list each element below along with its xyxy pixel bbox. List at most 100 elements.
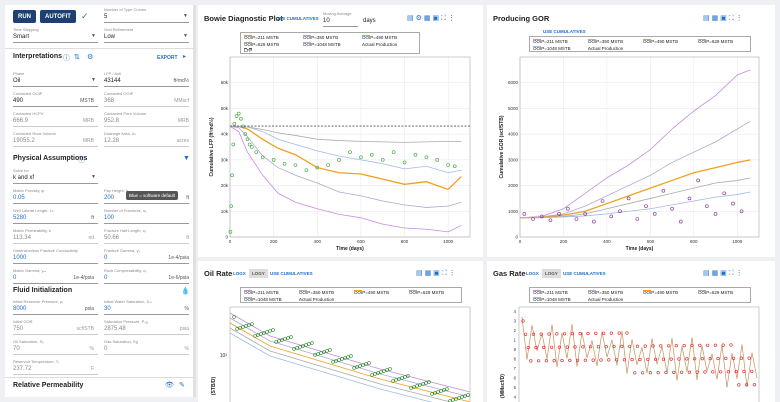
export-button[interactable]: EXPORT — [157, 55, 178, 61]
sort-icon[interactable]: ⇅ — [74, 54, 80, 61]
help-icon[interactable]: ⓘ — [63, 55, 70, 62]
oil-rate-panel: Oil Rate LOGX LOGY USE CUMULATIVES ▤ ▦ ▣… — [198, 261, 483, 402]
actual-point — [228, 230, 233, 234]
settings-icon[interactable]: ⚙ — [415, 15, 422, 22]
gas-sat-unit: % — [184, 346, 189, 352]
more-icon[interactable]: ⋮ — [735, 15, 743, 22]
run-button[interactable]: RUN — [13, 10, 36, 23]
table-icon[interactable]: ▦ — [424, 270, 432, 277]
x-tick-label: 1000 — [443, 239, 454, 244]
pressure-input[interactable]: 8000 — [13, 306, 27, 312]
actual-point — [241, 124, 245, 129]
pay-height-input[interactable]: 200 — [104, 195, 115, 201]
table-icon[interactable]: ▦ — [423, 15, 431, 22]
droplet-icon[interactable]: 💧 — [181, 288, 190, 295]
grid-icon[interactable]: ▣ — [720, 270, 727, 277]
conductivity-input[interactable]: 1000 — [13, 255, 27, 261]
table-icon[interactable]: ▦ — [711, 15, 719, 22]
chevron-down-icon: ▼ — [91, 77, 96, 83]
actual-point — [315, 165, 320, 170]
chart-type-icon[interactable]: ▤ — [703, 270, 710, 277]
actual-point — [607, 358, 611, 362]
fractures-input[interactable]: 100 — [104, 215, 115, 221]
actual-point — [726, 370, 730, 374]
more-icon[interactable]: ⋮ — [447, 15, 455, 22]
porosity-input[interactable]: 0.05 — [13, 195, 25, 201]
grid-icon[interactable]: ▣ — [720, 15, 727, 22]
conductivity-label: Dimensionless Fracture Conductivity — [13, 248, 78, 253]
gas-logy-toggle[interactable]: LOGY — [542, 269, 561, 278]
actual-point — [620, 344, 624, 348]
series-line — [521, 316, 758, 388]
actual-point — [739, 209, 744, 214]
actual-point — [552, 358, 556, 363]
time-stepping-select[interactable]: Smart — [13, 34, 30, 40]
bowie-panel: Bowie Diagnostic Plot USE CUMULATIVES Mo… — [198, 5, 483, 257]
half-length-unit: ft — [186, 235, 189, 241]
actual-point — [618, 209, 622, 214]
actual-point — [641, 371, 645, 375]
grid-refinement-label: Grid Refinement — [104, 27, 134, 32]
y-axis-label: (STB/D) — [211, 377, 217, 396]
more-icon[interactable]: ⋮ — [448, 270, 456, 277]
eye-icon[interactable]: 👁 — [165, 382, 174, 389]
actual-point — [612, 344, 616, 349]
grid-refinement-select[interactable]: Low — [104, 34, 116, 40]
pay-height-label: Pay Height, h — [104, 188, 129, 193]
series-line — [229, 317, 471, 398]
chart-type-icon[interactable]: ▤ — [703, 15, 710, 22]
rock-comp-input[interactable]: 0 — [104, 275, 108, 281]
grid-icon[interactable]: ▣ — [433, 270, 440, 277]
chart-type-icon[interactable]: ▤ — [407, 15, 414, 22]
lateral-input[interactable]: 5280 — [13, 215, 27, 221]
actual-point — [548, 218, 553, 223]
series-line — [229, 332, 433, 402]
autofit-button[interactable]: AUTOFIT — [40, 10, 76, 23]
fullscreen-icon[interactable]: ⛶ — [728, 15, 734, 22]
actual-point — [682, 343, 686, 348]
frac-gamma-input[interactable]: 0 — [104, 255, 108, 261]
oil-sat-label: Oil Saturation, Sₒ — [13, 339, 44, 344]
help-icon[interactable]: ⓘ — [78, 157, 85, 164]
water-sat-input[interactable]: 30 — [104, 306, 111, 312]
oil-use-cumulatives[interactable]: USE CUMULATIVES — [270, 271, 313, 276]
chart-type-icon[interactable]: ▤ — [416, 270, 423, 277]
bowie-use-cumulatives[interactable]: USE CUMULATIVES — [276, 16, 319, 21]
gas-logx-toggle[interactable]: LOGX — [526, 271, 539, 276]
actual-point — [454, 397, 458, 401]
solve-for-select[interactable]: k and xf — [13, 175, 35, 181]
oil-logx-toggle[interactable]: LOGX — [233, 271, 246, 276]
gas-legend: OOIP=211 MSTB OOIP=350 MSTB OOIP=490 MST… — [529, 287, 751, 303]
type-curves-select[interactable]: 5 — [104, 14, 108, 20]
sat-pressure-label: Saturation Pressure, Pₛₐₜ — [104, 319, 149, 324]
actual-point — [713, 343, 717, 347]
actual-point — [402, 160, 407, 165]
gor-use-cumulatives[interactable]: USE CUMULATIVES — [543, 29, 586, 34]
phase-select[interactable]: Oil — [13, 78, 21, 84]
gas-use-cumulatives[interactable]: USE CUMULATIVES — [563, 271, 606, 276]
rock-volume-unit: MRB — [82, 138, 94, 144]
actual-point — [534, 345, 538, 350]
series-line — [519, 120, 751, 219]
legend-item: OOIP=1048 MSTB — [533, 297, 571, 302]
oil-logy-toggle[interactable]: LOGY — [249, 269, 268, 278]
matrix-gamma-input[interactable]: 0 — [13, 275, 17, 281]
series-line — [519, 177, 751, 219]
grid-icon[interactable]: ▣ — [432, 15, 440, 22]
more-icon[interactable]: ⋮ — [735, 270, 743, 277]
fullscreen-icon[interactable]: ⛶ — [441, 270, 447, 277]
settings-icon[interactable]: ⚙ — [87, 54, 94, 61]
oil-sat-value: 70 — [13, 346, 20, 352]
scrollbar[interactable] — [193, 5, 196, 397]
actual-point — [604, 344, 608, 349]
fullscreen-icon[interactable]: ⛶ — [728, 270, 734, 277]
fullscreen-icon[interactable]: ⛶ — [440, 15, 446, 22]
edit-icon[interactable]: ✎ — [179, 382, 185, 389]
actual-point — [271, 328, 275, 332]
moving-average-input[interactable]: 10 — [323, 18, 330, 24]
filter-icon[interactable]: ▼ — [183, 155, 190, 162]
actual-point — [531, 217, 535, 221]
table-icon[interactable]: ▦ — [711, 270, 719, 277]
actual-point — [661, 357, 665, 361]
rock-comp-unit: 1e-6/psia — [168, 275, 189, 281]
